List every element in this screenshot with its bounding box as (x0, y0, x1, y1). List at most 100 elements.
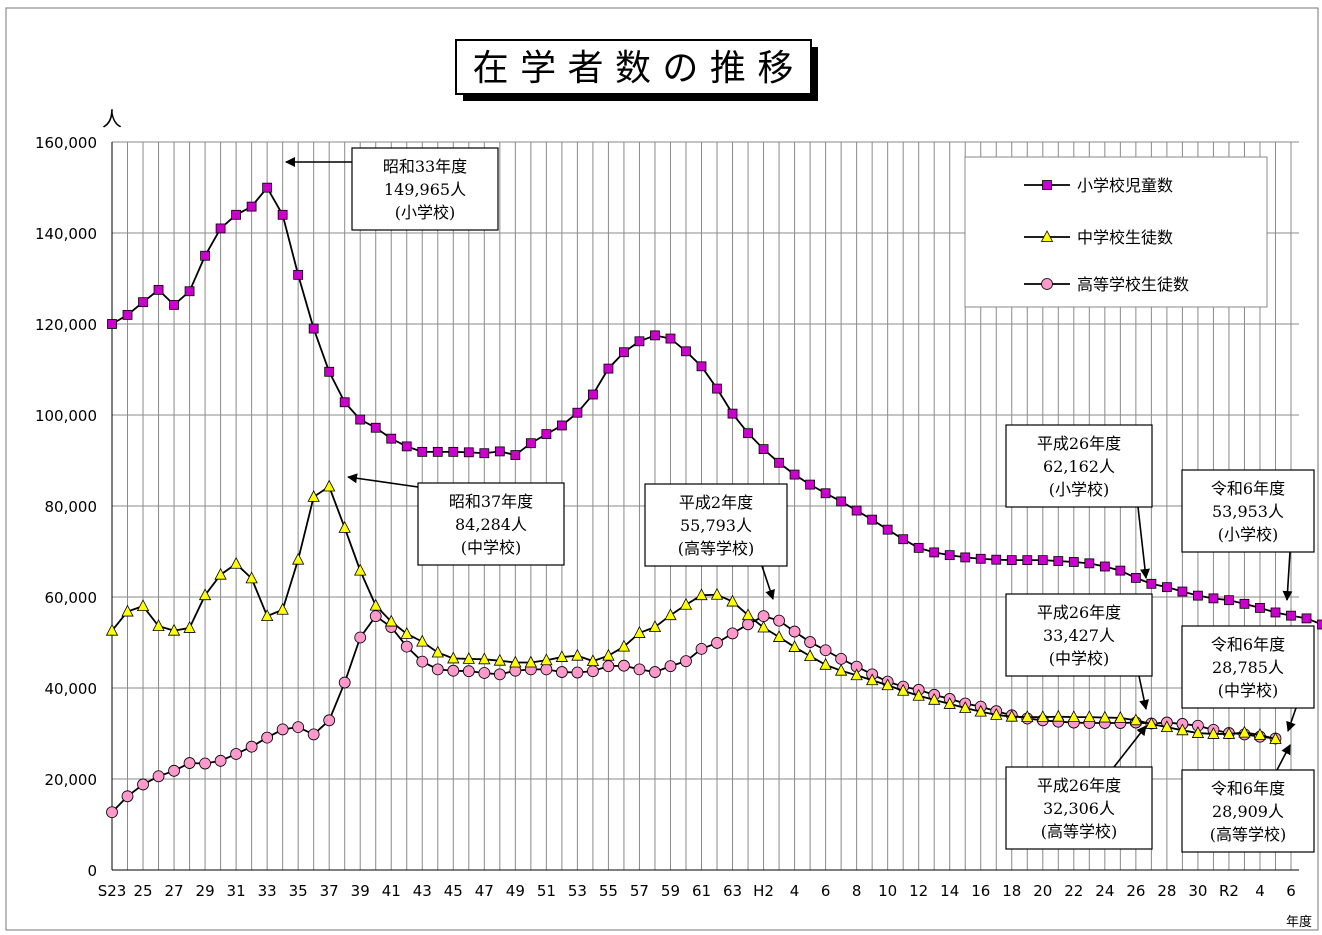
x-axis-label: 年度 (1286, 914, 1312, 930)
data-point (913, 542, 924, 553)
legend-label: 中学校生徒数 (1077, 228, 1173, 247)
annotation-callout: 平成26年度 32,306人 (高等学校) (1005, 725, 1153, 850)
x-tick-label: S23 (98, 882, 127, 900)
data-point (617, 639, 631, 652)
legend-label: 高等学校生徒数 (1077, 275, 1189, 294)
data-point (323, 714, 336, 727)
data-point (710, 587, 724, 600)
data-point (1067, 710, 1080, 723)
data-point (1130, 572, 1141, 583)
data-point (478, 652, 491, 665)
data-point (1317, 619, 1322, 630)
data-point (1114, 711, 1127, 723)
data-point (260, 609, 274, 622)
data-point (1224, 595, 1234, 606)
data-point (929, 547, 940, 558)
data-point (168, 764, 180, 777)
data-point (1253, 728, 1267, 740)
data-point (1145, 717, 1158, 729)
annotation-text: (高等学校) (1041, 822, 1118, 841)
data-point (261, 731, 274, 744)
data-point (369, 610, 382, 623)
data-point (634, 336, 645, 347)
annotation-box (644, 483, 788, 567)
data-point (772, 630, 786, 642)
annotation-box (1181, 625, 1315, 709)
data-point (137, 778, 149, 791)
x-tick-label: 45 (444, 882, 463, 900)
annotation-text: 32,306人 (1043, 799, 1115, 818)
data-point (494, 446, 505, 457)
data-point (757, 620, 770, 633)
data-point (741, 608, 755, 621)
y-tick-label: 100,000 (35, 407, 97, 425)
data-point (726, 594, 739, 607)
data-point (679, 597, 693, 610)
annotation-text: (中学校) (1218, 681, 1279, 700)
data-point (975, 553, 986, 564)
data-point (819, 644, 832, 657)
x-tick-label: 35 (289, 882, 308, 900)
data-point (836, 496, 847, 507)
data-point (1022, 555, 1033, 566)
annotation-callout: 昭和33年度 149,965人 (小学校) (285, 147, 499, 231)
annotation-text: (高等学校) (678, 539, 755, 558)
x-tick-label: 41 (382, 882, 401, 900)
data-point (370, 422, 381, 433)
data-point (183, 621, 196, 633)
annotation-text: 平成26年度 (1037, 434, 1121, 453)
data-point (743, 428, 753, 439)
annotation-box (1005, 424, 1153, 508)
data-point (695, 588, 708, 601)
data-point (664, 660, 677, 673)
annotation-text: 令和6年度 (1211, 635, 1285, 654)
data-point (292, 721, 305, 734)
data-point (974, 704, 987, 717)
data-point (571, 648, 584, 661)
annotation-box (1005, 766, 1153, 850)
legend-box (964, 156, 1268, 308)
data-point (214, 567, 227, 580)
x-tick-label: 49 (506, 882, 525, 900)
data-point (447, 664, 460, 677)
y-tick-label: 20,000 (45, 771, 98, 789)
data-point (803, 649, 817, 662)
data-point (479, 448, 490, 459)
annotation-box (1181, 469, 1315, 553)
data-point (897, 683, 910, 696)
annotation-text: 62,162人 (1043, 457, 1115, 476)
annotation-arrow (1138, 675, 1150, 710)
annotation-text: (小学校) (1218, 525, 1279, 544)
data-point (664, 608, 677, 621)
data-point (959, 701, 972, 713)
series-line (111, 614, 1276, 813)
data-point (463, 447, 474, 458)
data-point (712, 383, 722, 394)
data-point (246, 201, 257, 212)
data-point (276, 723, 289, 736)
data-point (291, 552, 305, 565)
data-point (339, 397, 350, 408)
data-point (136, 599, 150, 611)
y-tick-label: 160,000 (35, 134, 97, 152)
data-point (183, 757, 196, 769)
x-tick-label: 61 (692, 882, 711, 900)
data-point (199, 757, 211, 770)
data-point (1238, 725, 1251, 738)
annotation-text: 平成26年度 (1037, 603, 1121, 622)
data-point (462, 665, 475, 678)
data-point (229, 556, 243, 569)
annotation-callout: 令和6年度 28,785人 (中学校) (1181, 625, 1315, 732)
data-point (1115, 565, 1126, 576)
data-point (1084, 558, 1095, 569)
data-point (1207, 727, 1220, 739)
data-point (928, 692, 941, 705)
x-tick-label: R2 (1219, 882, 1239, 900)
data-point (416, 655, 429, 668)
x-tick-label: 43 (413, 882, 432, 900)
data-point (588, 389, 598, 400)
data-point (1286, 610, 1296, 621)
data-point (571, 666, 584, 679)
data-point (510, 450, 521, 460)
